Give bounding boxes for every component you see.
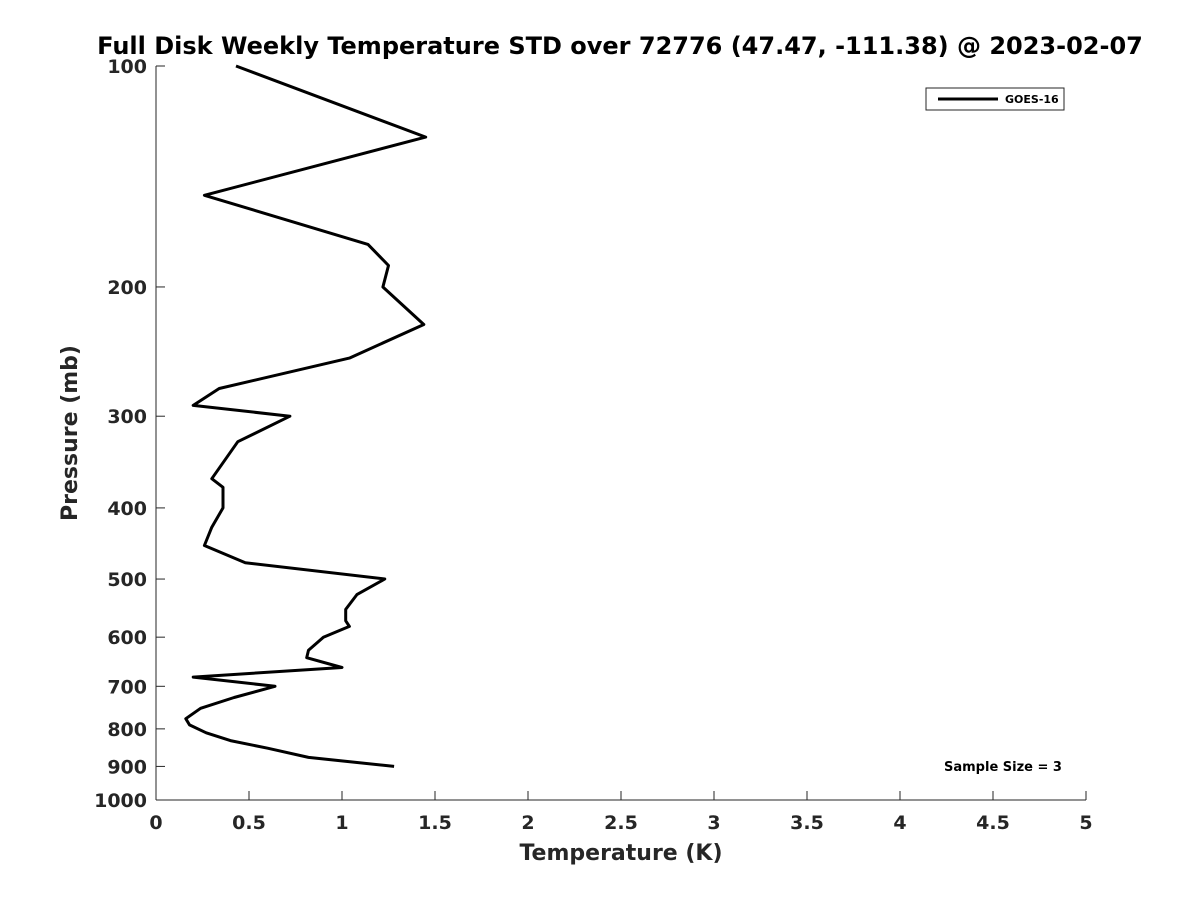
y-tick-label: 1000 — [94, 790, 147, 812]
sample-size-annotation: Sample Size = 3 — [944, 760, 1062, 775]
series-line-goes-16 — [184, 64, 428, 768]
y-tick-label: 200 — [107, 277, 147, 299]
y-tick-label: 700 — [107, 676, 147, 698]
x-tick-label: 3.5 — [790, 812, 824, 834]
x-tick-label: 4 — [893, 812, 906, 834]
x-tick-label: 0.5 — [232, 812, 266, 834]
x-tick-label: 4.5 — [976, 812, 1010, 834]
chart-title: Full Disk Weekly Temperature STD over 72… — [97, 32, 1143, 60]
x-axis-label: Temperature (K) — [519, 841, 722, 866]
x-tick-label: 1 — [335, 812, 348, 834]
x-tick-label: 0 — [149, 812, 162, 834]
y-tick-label: 800 — [107, 719, 147, 741]
y-axis-label: Pressure (mb) — [58, 345, 83, 521]
y-ticks: 100 200 300 400 500 600 700 800 900 1000 — [94, 56, 165, 812]
x-tick-label: 2.5 — [604, 812, 638, 834]
y-tick-label: 100 — [107, 56, 147, 78]
y-tick-label: 900 — [107, 756, 147, 778]
y-tick-label: 500 — [107, 569, 147, 591]
y-tick-label: 600 — [107, 627, 147, 649]
y-tick-label: 300 — [107, 406, 147, 428]
legend-label-goes-16: GOES-16 — [1005, 93, 1059, 106]
x-tick-label: 5 — [1079, 812, 1092, 834]
x-tick-label: 1.5 — [418, 812, 452, 834]
legend: GOES-16 — [925, 87, 1065, 111]
y-tick-label: 400 — [107, 498, 147, 520]
x-tick-label: 2 — [521, 812, 534, 834]
x-tick-label: 3 — [707, 812, 720, 834]
x-ticks: 0 0.5 1 1.5 2 2.5 3 3.5 4 4.5 5 — [149, 791, 1093, 834]
